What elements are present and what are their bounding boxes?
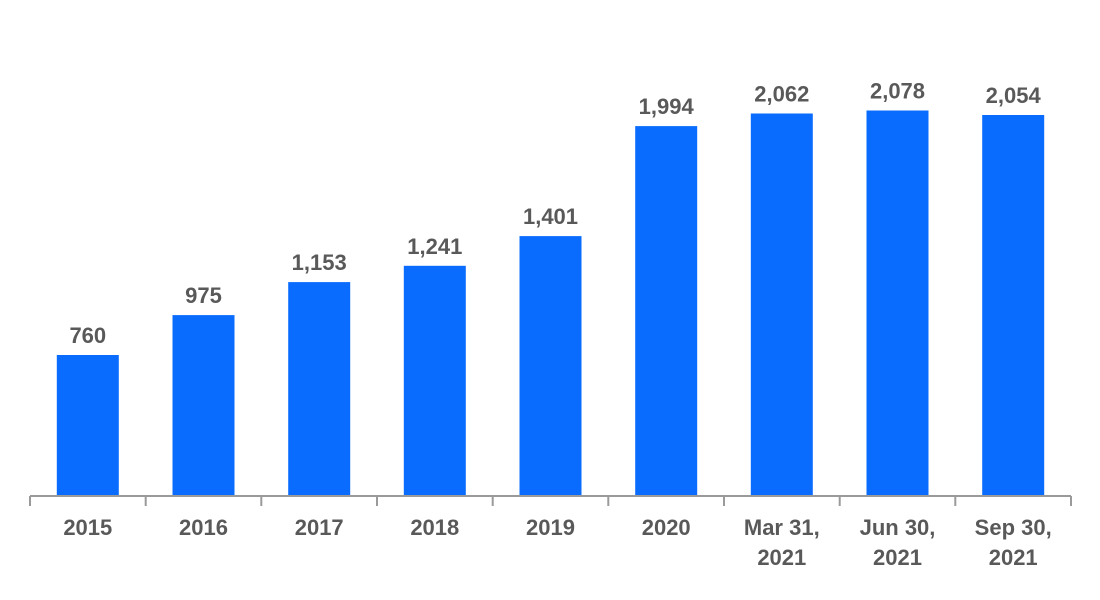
value-label-2: 1,153	[292, 250, 347, 275]
bar-4	[519, 236, 582, 496]
category-label-8: Sep 30, 2021	[975, 515, 1052, 570]
value-label-8: 2,054	[986, 83, 1042, 108]
category-label-6: Mar 31, 2021	[744, 515, 820, 570]
value-label-5: 1,994	[639, 94, 695, 119]
bar-5	[635, 126, 698, 496]
category-label-1: 2016	[179, 515, 228, 540]
category-label-0: 2015	[63, 515, 112, 540]
bar-1	[172, 315, 235, 496]
bar-8	[982, 115, 1045, 496]
category-label-3: 2018	[410, 515, 459, 540]
category-label-5: 2020	[642, 515, 691, 540]
value-label-7: 2,078	[870, 79, 925, 104]
category-label-7: Jun 30, 2021	[860, 515, 936, 570]
bar-0	[56, 355, 119, 496]
x-axis	[29, 495, 1072, 506]
bars-layer	[56, 110, 1045, 496]
value-label-0: 760	[69, 323, 106, 348]
category-label-4: 2019	[526, 515, 575, 540]
value-label-1: 975	[185, 283, 222, 308]
value-labels-layer: 760 975 1,153 1,241 1,401 1,994 2,062 2,078 2,05…	[69, 79, 1041, 349]
value-label-4: 1,401	[523, 204, 578, 229]
bar-3	[403, 265, 466, 496]
value-label-3: 1,241	[407, 234, 462, 259]
category-labels-layer: 2015 2016 2017 2018 2019 2020 Mar 31, 2021 Jun 3…	[63, 515, 1051, 570]
category-label-2: 2017	[295, 515, 344, 540]
bar-6	[750, 113, 813, 496]
bar-2	[288, 282, 351, 496]
value-label-6: 2,062	[754, 82, 809, 107]
bar-7	[866, 110, 929, 496]
